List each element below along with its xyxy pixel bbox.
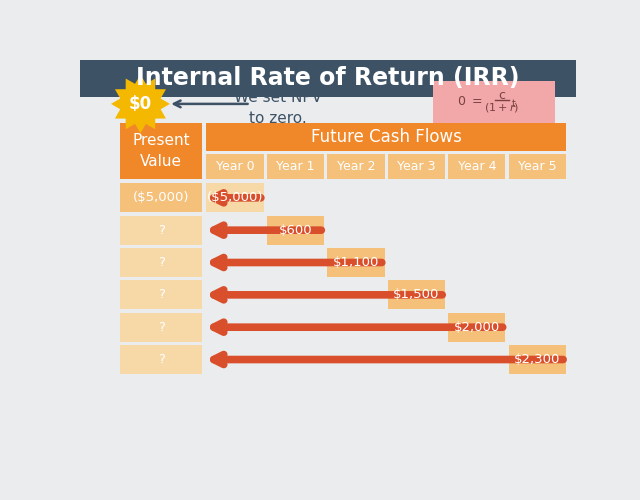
Text: ($5,000): ($5,000) [133, 192, 189, 204]
Text: Future Cash Flows: Future Cash Flows [310, 128, 461, 146]
Bar [509, 345, 566, 374]
Bar [120, 345, 202, 374]
Bar [327, 248, 385, 277]
Bar [388, 280, 445, 310]
Text: We set NPV
to zero.: We set NPV to zero. [234, 90, 322, 126]
Bar [206, 123, 566, 151]
Text: ?: ? [158, 224, 165, 236]
Text: $0\ =\ $: $0\ =\ $ [458, 94, 483, 108]
Bar [120, 183, 202, 212]
Text: $0: $0 [129, 95, 152, 113]
Bar [327, 154, 385, 180]
Text: ?: ? [158, 320, 165, 334]
Bar [120, 280, 202, 310]
Text: $(1 + r)$: $(1 + r)$ [484, 101, 519, 114]
Bar [120, 248, 202, 277]
Text: $1,500: $1,500 [393, 288, 440, 302]
Bar [206, 183, 264, 212]
Text: ?: ? [158, 288, 165, 302]
Bar [448, 312, 506, 342]
Bar [80, 60, 576, 97]
Text: Year 1: Year 1 [276, 160, 315, 173]
Bar [433, 81, 555, 123]
Text: $600: $600 [278, 224, 312, 236]
Bar [388, 154, 445, 180]
Text: Year 4: Year 4 [458, 160, 496, 173]
Polygon shape [111, 74, 170, 133]
Bar [267, 216, 324, 245]
Text: t: t [511, 100, 516, 110]
Text: Present
Value: Present Value [132, 133, 190, 169]
Text: ?: ? [158, 353, 165, 366]
Bar [120, 216, 202, 245]
Bar [448, 154, 506, 180]
Text: Year 2: Year 2 [337, 160, 375, 173]
Text: $2,300: $2,300 [514, 353, 561, 366]
Text: Internal Rate of Return (IRR): Internal Rate of Return (IRR) [136, 66, 520, 90]
Text: ?: ? [158, 256, 165, 269]
Bar [509, 154, 566, 180]
Text: ($5,000): ($5,000) [207, 192, 263, 204]
Text: Year 0: Year 0 [216, 160, 254, 173]
Text: $1,100: $1,100 [333, 256, 379, 269]
Text: c: c [498, 90, 505, 102]
Bar [267, 154, 324, 180]
Bar [120, 123, 202, 180]
Bar [120, 312, 202, 342]
Text: Year 5: Year 5 [518, 160, 557, 173]
Text: Year 3: Year 3 [397, 160, 436, 173]
Text: $2,000: $2,000 [454, 320, 500, 334]
Bar [206, 154, 264, 180]
